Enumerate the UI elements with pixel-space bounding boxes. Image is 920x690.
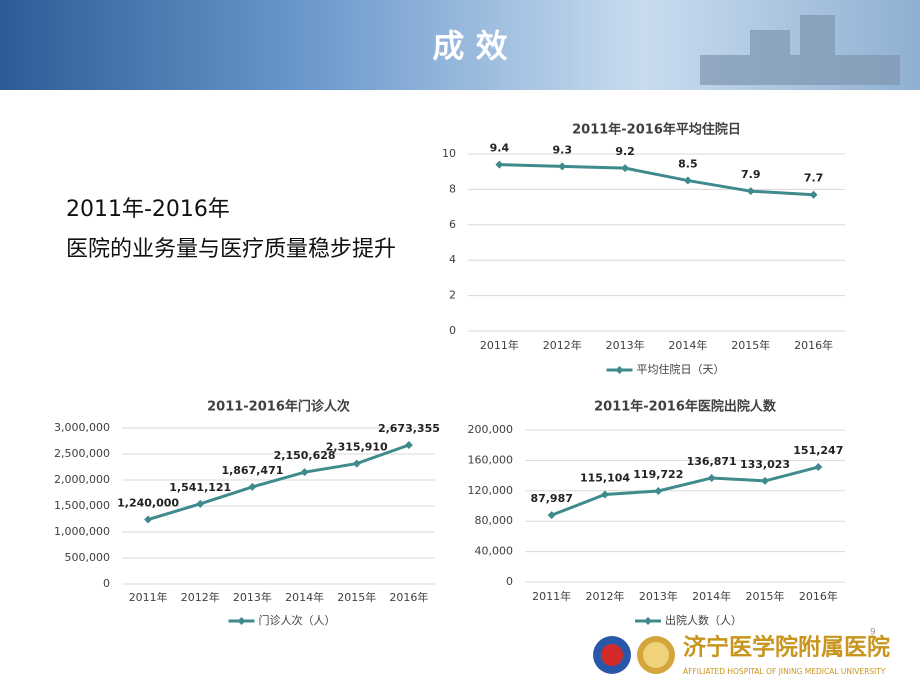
- data-line: [499, 163, 814, 197]
- data-label: 136,871: [687, 455, 737, 468]
- data-label: 1,541,121: [169, 481, 231, 494]
- y-tick-label: 1,500,000: [54, 499, 110, 512]
- y-tick-label: 2: [449, 289, 456, 302]
- x-tick-label: 2015年: [746, 589, 785, 603]
- y-tick-label: 2,000,000: [54, 473, 110, 486]
- data-label: 7.7: [804, 172, 824, 185]
- subtitle-years: 2011年-2016年: [66, 197, 230, 222]
- x-tick-label: 2014年: [285, 590, 324, 604]
- data-point: [683, 176, 692, 185]
- y-tick-label: 160,000: [468, 453, 514, 466]
- x-tick-label: 2013年: [233, 590, 272, 604]
- data-label: 7.9: [741, 168, 761, 181]
- data-label: 2,673,355: [378, 422, 440, 435]
- logo-emblem-inner: [601, 644, 623, 666]
- data-point: [761, 476, 769, 485]
- data-point: [300, 468, 309, 477]
- data-label: 133,023: [740, 458, 790, 471]
- data-label: 151,247: [793, 444, 843, 457]
- x-tick-label: 2012年: [543, 338, 582, 352]
- data-label: 8.5: [678, 158, 698, 171]
- chart-title: 2011-2016年门诊人次: [207, 399, 350, 415]
- y-tick-label: 500,000: [65, 551, 111, 564]
- y-tick-label: 6: [449, 218, 456, 231]
- x-tick-label: 2015年: [337, 590, 376, 604]
- logo-english: AFFILIATED HOSPITAL OF JINING MEDICAL UN…: [683, 667, 886, 676]
- x-tick-label: 2016年: [794, 338, 833, 352]
- x-tick-label: 2015年: [731, 338, 770, 352]
- subtitle-text: 医院的业务量与医疗质量稳步提升: [66, 237, 396, 262]
- data-line: [551, 465, 819, 517]
- y-tick-label: 8: [449, 182, 456, 195]
- data-point: [495, 160, 504, 169]
- y-tick-label: 80,000: [475, 514, 514, 527]
- data-label: 1,867,471: [221, 464, 283, 477]
- data-point: [601, 490, 609, 499]
- x-tick-label: 2016年: [799, 589, 838, 603]
- x-tick-label: 2014年: [692, 589, 731, 603]
- x-tick-label: 2012年: [586, 589, 625, 603]
- y-tick-label: 3,000,000: [54, 421, 110, 434]
- legend-label: 平均住院日（天）: [637, 362, 725, 376]
- x-tick-label: 2011年: [480, 338, 519, 352]
- y-tick-label: 0: [449, 324, 456, 337]
- legend-marker: [644, 617, 652, 625]
- data-point: [404, 440, 413, 449]
- data-label: 115,104: [580, 472, 630, 485]
- data-label: 119,722: [633, 468, 683, 481]
- x-tick-label: 2013年: [639, 589, 678, 603]
- chart-title: 2011年-2016年医院出院人数: [594, 399, 777, 415]
- y-tick-label: 2,500,000: [54, 447, 110, 460]
- y-tick-label: 10: [442, 147, 456, 160]
- data-point: [352, 459, 361, 468]
- y-tick-label: 120,000: [468, 484, 514, 497]
- data-point: [558, 162, 567, 171]
- data-label: 2,315,910: [326, 441, 388, 454]
- legend-marker: [615, 366, 624, 374]
- y-tick-label: 0: [103, 577, 110, 590]
- data-label: 2,150,628: [274, 449, 336, 462]
- chart-title: 2011年-2016年平均住院日: [572, 122, 741, 138]
- y-tick-label: 40,000: [475, 545, 514, 558]
- x-tick-label: 2014年: [668, 338, 707, 352]
- x-tick-label: 2016年: [389, 590, 428, 604]
- legend-label: 门诊人次（人）: [259, 613, 336, 627]
- legend-label: 出院人数（人）: [665, 613, 742, 627]
- data-point: [654, 487, 663, 496]
- header-building: [700, 15, 900, 85]
- x-tick-label: 2011年: [532, 589, 571, 603]
- data-point: [707, 473, 716, 482]
- data-point: [621, 164, 630, 173]
- x-tick-label: 2011年: [129, 590, 168, 604]
- data-label: 9.4: [490, 142, 510, 155]
- data-point: [809, 190, 818, 199]
- y-tick-label: 4: [449, 253, 456, 266]
- logo-seal-inner: [643, 642, 669, 668]
- logo: [593, 636, 675, 674]
- data-point: [814, 463, 823, 472]
- data-label: 9.3: [553, 143, 573, 156]
- y-tick-label: 1,000,000: [54, 525, 110, 538]
- x-tick-label: 2013年: [606, 338, 645, 352]
- data-line: [147, 443, 410, 521]
- x-tick-label: 2012年: [181, 590, 220, 604]
- data-point: [746, 187, 755, 196]
- data-label: 9.2: [615, 145, 635, 158]
- data-point: [196, 499, 205, 508]
- data-label: 87,987: [530, 492, 572, 505]
- data-point: [144, 515, 153, 524]
- logo-name: 济宁医学院附属医院: [683, 634, 890, 661]
- data-point: [248, 482, 257, 491]
- data-point: [547, 511, 556, 520]
- legend-marker: [237, 617, 246, 625]
- y-tick-label: 0: [506, 575, 513, 588]
- page-number: 9: [870, 628, 876, 638]
- y-tick-label: 200,000: [468, 423, 514, 436]
- data-label: 1,240,000: [117, 497, 179, 510]
- slide-title: 成 效: [432, 27, 507, 65]
